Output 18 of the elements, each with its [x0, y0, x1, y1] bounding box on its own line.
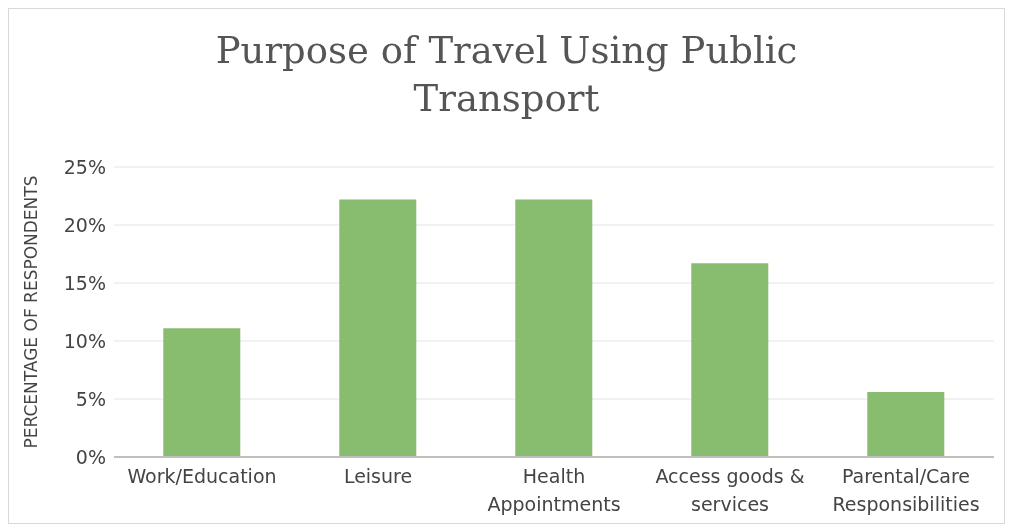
x-tick-label: Leisure	[343, 465, 413, 487]
bar	[163, 328, 241, 457]
x-tick-label: Work/Education	[127, 465, 277, 487]
y-tick-label: 10%	[63, 329, 106, 352]
x-tick-label: Parental/Care Responsibilities	[832, 465, 980, 515]
bar	[515, 199, 593, 457]
x-tick-label: Access goods & services	[655, 465, 805, 515]
y-tick-label: 15%	[63, 271, 106, 294]
y-tick-label: 5%	[75, 387, 106, 410]
chart-title: Purpose of Travel Using Public Transport	[214, 28, 799, 122]
y-tick-label: 0%	[75, 445, 106, 468]
y-tick-label: 20%	[63, 213, 106, 236]
x-tick-label: Health Appointments	[487, 465, 621, 515]
y-axis-title: PERCENTAGE OF RESPONDENTS	[21, 175, 42, 449]
y-tick-label: 25%	[63, 155, 106, 178]
bar	[867, 392, 945, 457]
bar	[691, 263, 769, 457]
bar	[339, 199, 417, 457]
